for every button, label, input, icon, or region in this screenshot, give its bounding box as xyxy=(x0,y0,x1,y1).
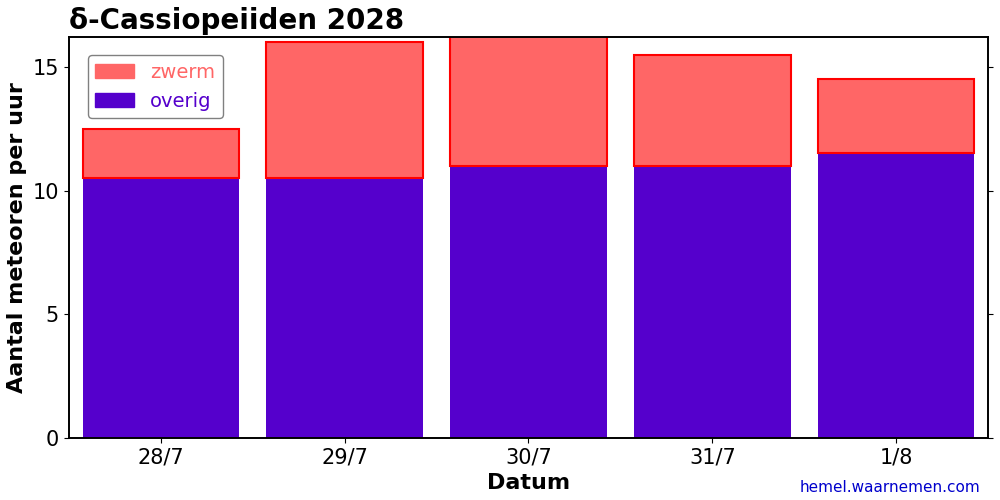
Bar xyxy=(450,30,607,166)
Text: δ-Cassiopeiiden 2028: δ-Cassiopeiiden 2028 xyxy=(69,7,404,35)
X-axis label: Datum: Datum xyxy=(487,473,570,493)
Bar xyxy=(634,54,791,166)
Bar xyxy=(83,178,239,438)
Bar xyxy=(450,166,607,438)
Bar xyxy=(818,154,974,438)
Bar xyxy=(266,178,423,438)
Y-axis label: Aantal meteoren per uur: Aantal meteoren per uur xyxy=(7,82,27,393)
Bar xyxy=(266,42,423,178)
Bar xyxy=(818,80,974,154)
Bar xyxy=(634,166,791,438)
Legend: zwerm, overig: zwerm, overig xyxy=(88,55,223,118)
Bar xyxy=(83,128,239,178)
Text: hemel.waarnemen.com: hemel.waarnemen.com xyxy=(799,480,980,495)
